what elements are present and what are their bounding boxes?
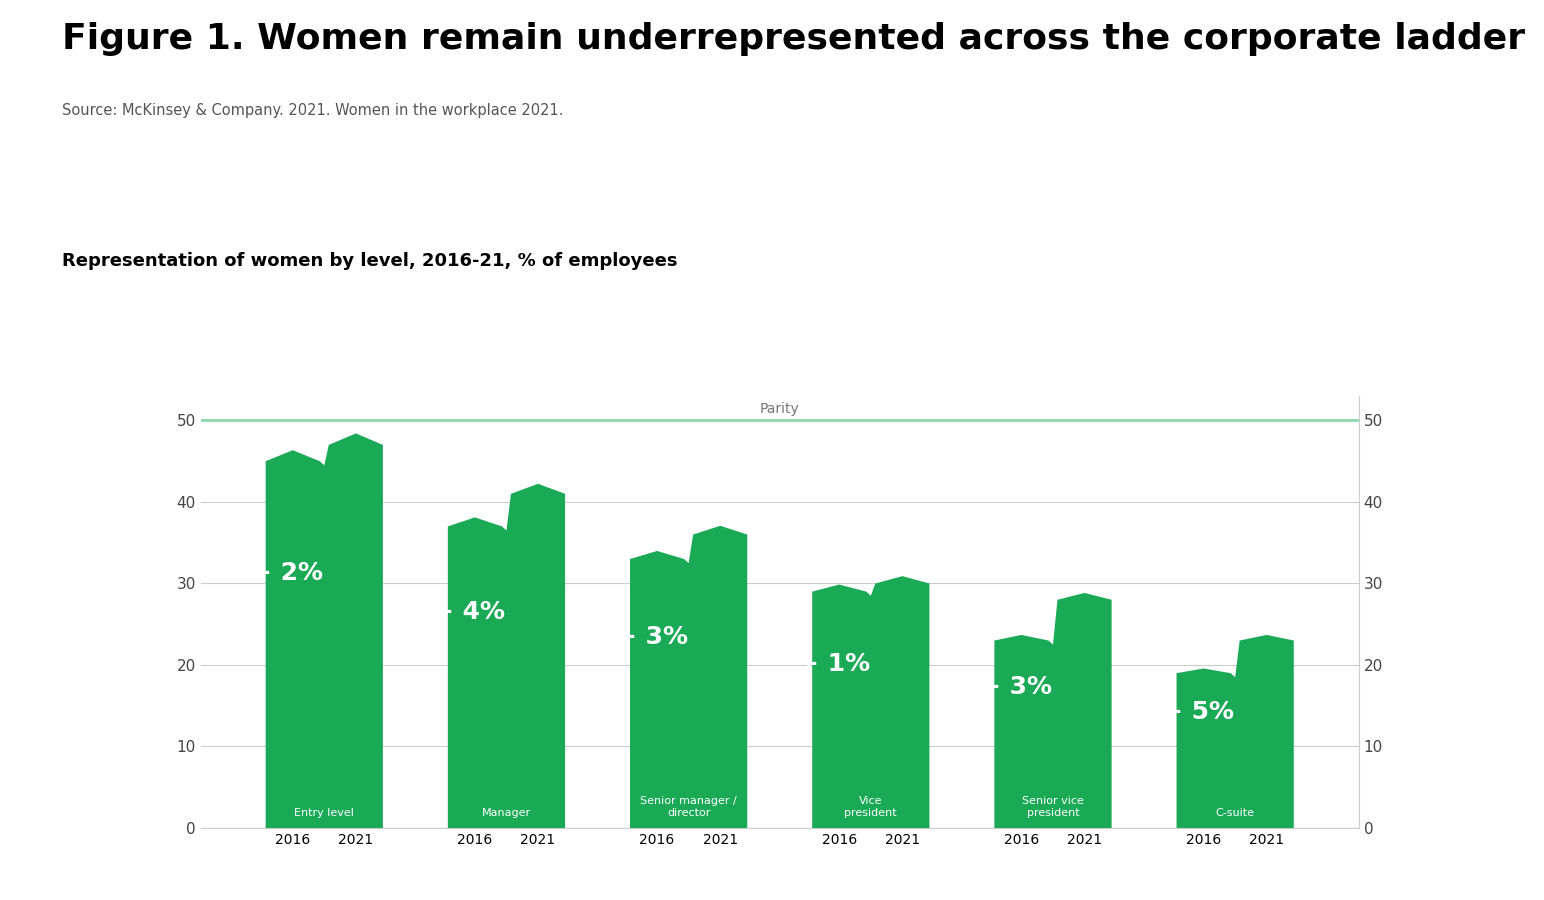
Text: C-suite: C-suite [1215, 808, 1255, 818]
Polygon shape [994, 593, 1112, 828]
Text: + 5%: + 5% [1163, 699, 1234, 724]
Text: Senior manager /
director: Senior manager / director [641, 796, 736, 818]
Text: + 3%: + 3% [616, 625, 687, 649]
Text: Parity: Parity [760, 401, 800, 416]
Polygon shape [1177, 634, 1294, 828]
Text: Representation of women by level, 2016-21, % of employees: Representation of women by level, 2016-2… [62, 252, 678, 270]
Polygon shape [812, 576, 929, 828]
Text: Figure 1. Women remain underrepresented across the corporate ladder: Figure 1. Women remain underrepresented … [62, 22, 1525, 57]
Text: Entry level: Entry level [295, 808, 354, 818]
Text: Senior vice
president: Senior vice president [1022, 796, 1084, 818]
Text: + 4%: + 4% [434, 599, 505, 624]
Text: Source: McKinsey & Company. 2021. Women in the workplace 2021.: Source: McKinsey & Company. 2021. Women … [62, 104, 564, 119]
Polygon shape [266, 434, 383, 828]
Text: + 2%: + 2% [252, 561, 323, 585]
Text: + 3%: + 3% [980, 675, 1051, 698]
Polygon shape [630, 526, 747, 828]
Text: + 1%: + 1% [798, 652, 869, 677]
Polygon shape [448, 484, 565, 828]
Text: Vice
president: Vice president [845, 796, 897, 818]
Text: Manager: Manager [482, 808, 531, 818]
